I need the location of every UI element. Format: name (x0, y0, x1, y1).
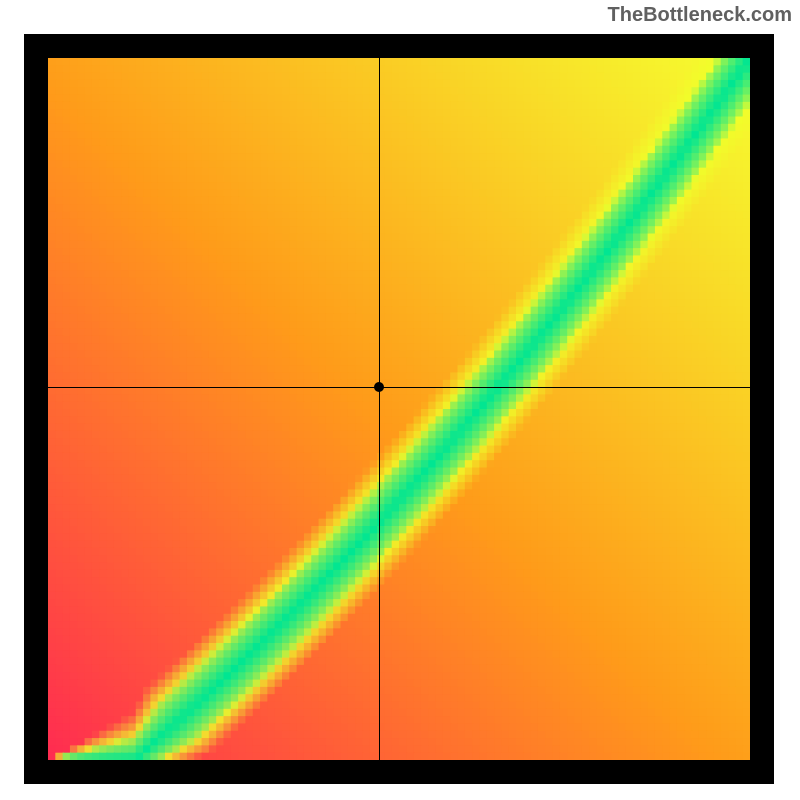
plot-frame (24, 34, 774, 784)
plot-area (48, 58, 750, 760)
attribution-text: TheBottleneck.com (608, 4, 792, 27)
crosshair-horizontal (48, 387, 750, 388)
crosshair-vertical (379, 58, 380, 760)
selected-point-marker (374, 382, 384, 392)
heatmap-canvas (48, 58, 750, 760)
chart-container: TheBottleneck.com (0, 0, 800, 800)
